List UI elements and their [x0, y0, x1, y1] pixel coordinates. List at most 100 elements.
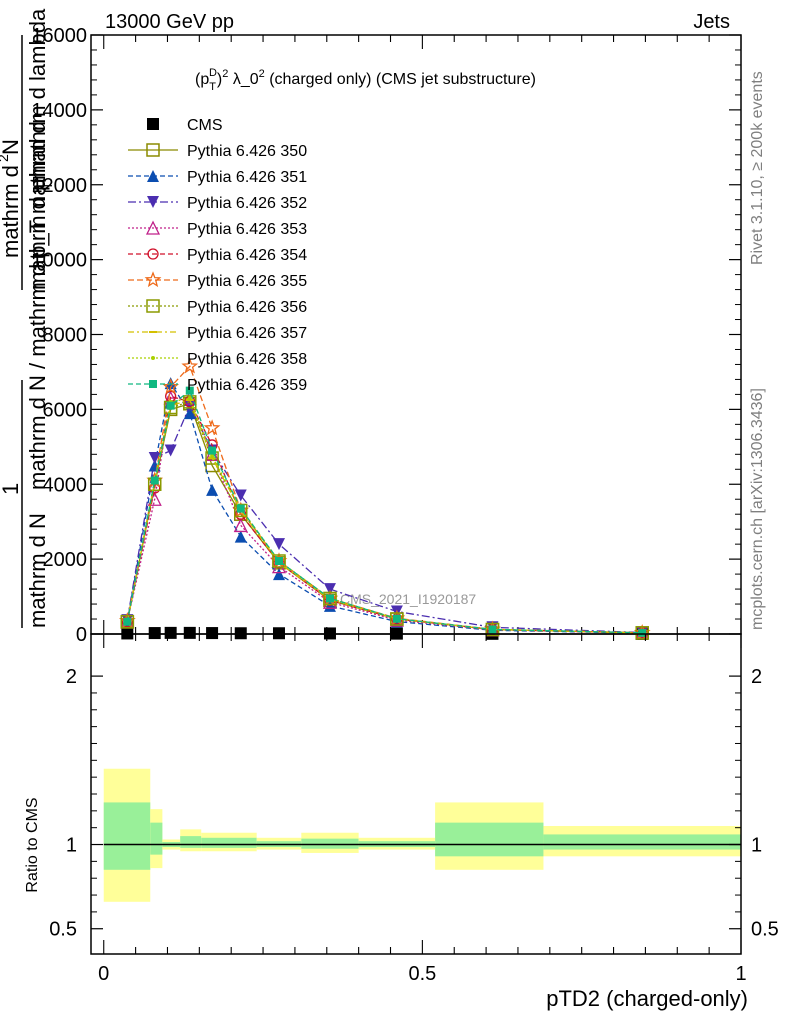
main-y-tick-label: 2000 [43, 549, 88, 571]
series-point [148, 452, 161, 465]
main-y-tick-label: 14000 [31, 100, 87, 122]
series-point [181, 357, 199, 374]
ylabel-one: 1 [0, 483, 23, 495]
series-line [126, 404, 643, 634]
legend-marker [147, 196, 159, 208]
series-point [121, 615, 133, 628]
main-y-tick-label: 6000 [43, 399, 88, 421]
header-energy-label: 13000 GeV pp [105, 11, 234, 33]
series-point [206, 483, 219, 496]
title-part-sub-t: T [209, 81, 216, 93]
series-point [323, 591, 337, 606]
legend-marker [146, 143, 160, 157]
series-point [185, 386, 194, 395]
legend-label: Pythia 6.426 352 [187, 195, 307, 212]
watermark-label: CMS_2021_I1920187 [340, 591, 476, 607]
legend-marker [145, 220, 161, 235]
series-point [183, 407, 196, 420]
x-tick-label: 1 [735, 963, 746, 985]
main-panel: 0 2000 4000 6000 8000 10000 12000 14000 16000 CM… [31, 25, 742, 646]
series-point [210, 454, 215, 459]
main-y-tick-label: 4000 [43, 474, 88, 496]
ratio-green-band [435, 822, 544, 857]
series-point [234, 503, 248, 518]
series-point [164, 444, 177, 457]
series-point [232, 501, 250, 518]
ratio-green-band [103, 802, 151, 870]
series-point [183, 399, 196, 412]
main-series-group [118, 357, 651, 640]
main-y-tick-label: 8000 [43, 325, 88, 347]
main-y-tick-label: 10000 [31, 250, 87, 272]
x-tick-label: 0 [98, 963, 109, 985]
main-title: (pTD)2 λ_02 (charged only) (CMS jet subs… [195, 67, 536, 93]
title-part-p: (p [195, 71, 209, 88]
legend-label: CMS [187, 117, 223, 134]
series-point [323, 583, 336, 596]
legend-label: Pythia 6.426 358 [187, 351, 307, 368]
series-point [120, 614, 135, 629]
legend-marker [149, 380, 157, 388]
series-point [392, 614, 401, 623]
series-point [162, 378, 180, 395]
main-y-tick-label: 0 [76, 624, 87, 646]
series-point [205, 458, 219, 473]
main-y-axis-label: 1 mathrm d N mathrm d 2 N mathrm d p T m… [0, 8, 55, 628]
series-0 [121, 626, 649, 640]
mcplots-label: mcplots.cern.ch [arXiv:1306.3436] [749, 388, 766, 630]
ratio-y-tick-label-right: 2 [751, 666, 762, 688]
legend-label: Pythia 6.426 355 [187, 273, 307, 290]
series-point [325, 594, 334, 603]
ratio-y-tick-label-left: 0.5 [49, 919, 77, 941]
ratio-frame [90, 633, 742, 955]
series-point [206, 627, 219, 640]
legend-marker [147, 170, 159, 182]
main-y-tick-label: 16000 [31, 25, 87, 47]
legend-marker [144, 271, 162, 288]
series-point [234, 489, 247, 502]
legend-label: Pythia 6.426 354 [187, 247, 307, 264]
legend-label: Pythia 6.426 357 [187, 325, 307, 342]
series-10 [123, 386, 647, 637]
series-point [164, 626, 177, 639]
ylabel-den-dn: mathrm d N [25, 513, 50, 628]
title-part-rest: (charged only) (CMS jet substructure) [265, 71, 536, 88]
ratio-green-band [301, 838, 359, 849]
ratio-y-ticks: 0.5 0.5 1 1 2 2 [49, 666, 779, 941]
series-point [272, 554, 286, 568]
ratio-y-axis-label: Ratio to CMS [24, 797, 41, 892]
ylabel-num-n: N [0, 139, 23, 155]
ratio-green-band [180, 836, 202, 848]
legend-label: Pythia 6.426 353 [187, 221, 307, 238]
series-point [164, 377, 177, 390]
ylabel-den2-sub: T [39, 181, 55, 190]
ylabel-num-sup: 2 [0, 154, 11, 162]
series-point [272, 568, 285, 581]
legend-label: Pythia 6.426 350 [187, 143, 307, 160]
series-point [233, 517, 248, 533]
ratio-green-band [150, 822, 163, 855]
ylabel-overlap: mathrm d N / mathrm d p_T mathrm d [25, 121, 50, 490]
x-tick-label: 0.5 [408, 963, 436, 985]
title-part-sup-2: 2 [222, 68, 228, 80]
title-part-sup-2b: 2 [259, 68, 265, 80]
header-jets-label: Jets [693, 11, 730, 33]
series-point [272, 538, 285, 551]
ylabel-num-d: mathrm d [0, 165, 23, 258]
main-y-ticks: 0 2000 4000 6000 8000 10000 12000 14000 16000 [31, 25, 741, 646]
series-point [236, 504, 245, 513]
main-y-tick-label: 12000 [31, 175, 87, 197]
ratio-y-tick-label-left: 1 [66, 835, 77, 857]
series-point [488, 625, 497, 634]
legend-marker [146, 299, 160, 313]
x-axis-label: pTD2 (charged-only) [546, 986, 748, 1011]
legend-marker [147, 118, 159, 130]
ylabel-den2: mathrm d p [25, 179, 50, 290]
ratio-bands-group [103, 768, 741, 902]
legend-label: Pythia 6.426 359 [187, 377, 307, 394]
series-point [183, 626, 196, 639]
ratio-y-tick-label-left: 2 [66, 666, 77, 688]
series-point [166, 401, 175, 410]
legend-marker [147, 248, 159, 260]
